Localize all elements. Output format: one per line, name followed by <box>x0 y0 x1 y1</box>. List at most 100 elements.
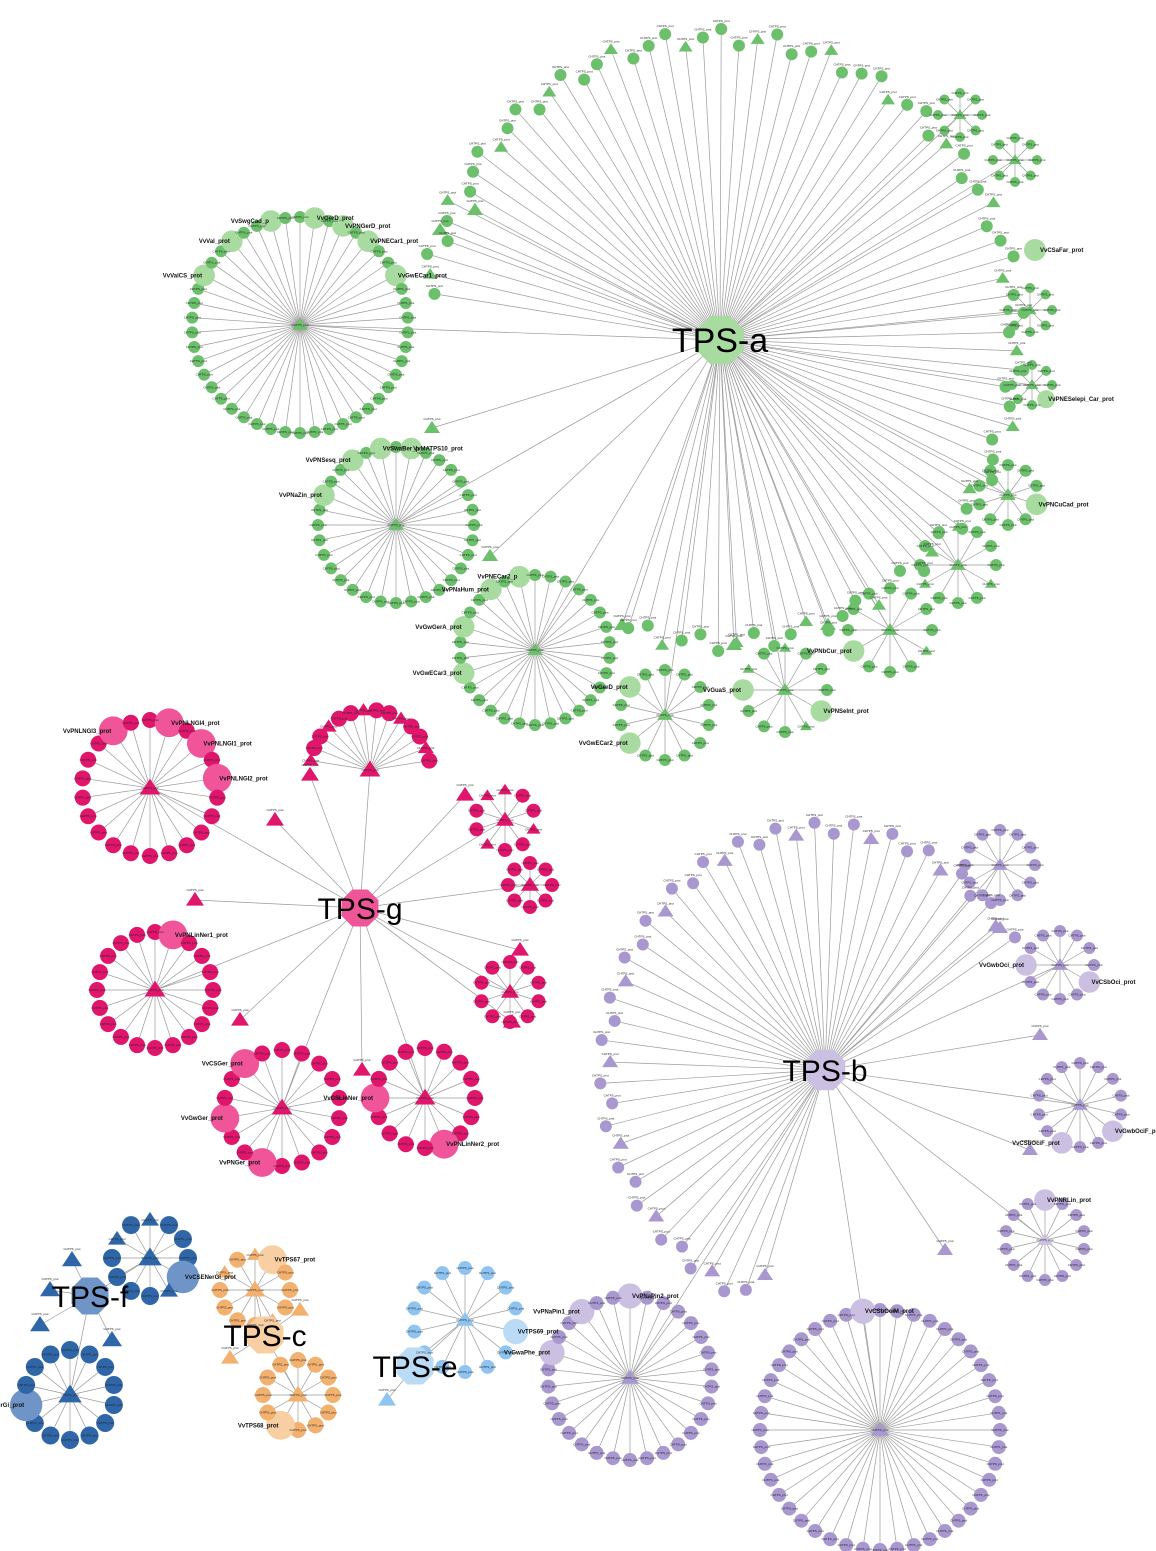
tps-c-node-label: CHTPS_prot <box>221 1346 238 1350</box>
tps-c-node <box>325 1387 341 1403</box>
tps-a-node-label: CHTPS_prot <box>323 566 340 570</box>
tps-g-named-label: VvPNLinNer1_prot <box>175 933 228 939</box>
tps-a-spoke <box>380 448 397 526</box>
tps-g-triangle-node <box>498 783 512 795</box>
tps-b-triangle-node <box>657 904 674 917</box>
tps-a-node-label: CHTPS_prot <box>1022 174 1039 178</box>
tps-g-spoke <box>424 1051 445 1099</box>
tps-a-spoke <box>645 714 666 756</box>
tps-a-node-label: CHTPS_prot <box>613 614 630 618</box>
tps-b-node-label: CHTPS_prot <box>771 1363 788 1367</box>
tps-f-node <box>160 1216 178 1235</box>
tps-a-node-label: CHTPS_prot <box>213 397 230 401</box>
tps-a-node-label: CHTPS_prot <box>323 480 340 484</box>
tps-g-node-label: CHTPS_prot <box>311 1062 328 1066</box>
tps-b-node <box>782 1344 797 1359</box>
tps-g-node <box>474 994 489 1009</box>
tps-g-node-label: CHTPS_prot <box>90 741 107 745</box>
tps-a-node-label: CHTPS_prot <box>598 671 615 675</box>
tps-g-spoke <box>281 1063 320 1109</box>
tps-b-spoke <box>829 1429 881 1540</box>
tps-b-node <box>1007 1209 1020 1222</box>
tps-a-node-label: CHTPS_prot <box>358 451 375 455</box>
tps-g-node-label: CHTPS_prot <box>112 941 129 945</box>
tps-a-spoke <box>395 524 440 591</box>
tps-g-spoke <box>281 1097 340 1109</box>
tps-a-node-label: CHTPS_prot <box>1004 417 1021 421</box>
tps-a-triangle-node <box>494 141 509 152</box>
tps-g-node-label: CHTPS_prot <box>112 1035 129 1039</box>
tps-b-node-label: CHTPS_prot <box>899 841 916 845</box>
tps-g-node-label: CHTPS_prot <box>452 1061 469 1065</box>
tps-a-hub-edge <box>427 253 721 341</box>
tps-a-node-label: CHTPS_prot <box>1028 158 1045 162</box>
tps-a-node-label: CHTPS_prot <box>482 709 499 713</box>
tps-b-node-label: CHTPS_prot <box>703 1367 720 1371</box>
tps-g-spoke <box>154 955 203 991</box>
tps-b-node-label: CHTPS_prot <box>905 1313 922 1317</box>
tps-a-spoke <box>299 225 344 326</box>
tps-g-named-node <box>186 729 216 758</box>
tps-a-node <box>1040 289 1051 300</box>
tps-a-node <box>389 368 402 381</box>
tps-b-node-label: CHTPS_prot <box>845 815 862 819</box>
tps-a-hub-edge <box>719 339 755 634</box>
tps-a-node-label: CHTPS_prot <box>184 316 201 320</box>
tps-g-spoke <box>130 787 151 854</box>
tps-g-hub-edge <box>149 787 361 909</box>
node-layer <box>9 23 1127 1551</box>
tps-b-node-label: CHTPS_prot <box>1090 1141 1107 1145</box>
tps-a-node <box>192 355 205 368</box>
tps-a-node-label: CHTPS_prot <box>582 598 599 602</box>
tps-a-hub-edge <box>719 51 812 341</box>
tps-g-spoke <box>120 942 156 991</box>
tps-g-node-label: CHTPS_prot <box>266 808 283 812</box>
tps-b-node-label: CHTPS_prot <box>972 1493 989 1497</box>
tps-b-hub-edge <box>759 844 826 1071</box>
tps-a-node <box>471 145 484 158</box>
tps-a-node-label: CHTPS_prot <box>471 598 488 602</box>
tps-a-node <box>395 282 408 295</box>
tps-a-hub-edge <box>515 109 721 341</box>
tps-g-node <box>80 808 97 825</box>
tps-g-node-label: CHTPS_prot <box>129 933 146 937</box>
tps-a-node <box>573 583 586 596</box>
tps-g-spoke <box>149 787 188 846</box>
tps-b-node-label: CHTPS_prot <box>1034 992 1051 996</box>
tps-a-node-label: CHTPS_prot <box>397 345 414 349</box>
tps-b-node-label: CHTPS_prot <box>854 1547 871 1551</box>
tps-g-node-label: CHTPS_prot <box>164 1043 181 1047</box>
tps-g-cluster-center <box>414 1088 436 1105</box>
tps-a-node <box>971 591 983 604</box>
tps-b-node <box>963 1501 978 1516</box>
tps-g-node <box>368 702 385 719</box>
tps-g-hub-edge <box>359 884 531 909</box>
tps-a-node <box>1003 305 1013 315</box>
tps-b-named-node <box>1015 954 1037 976</box>
tps-a-spoke <box>534 649 591 701</box>
tps-b-spoke <box>581 1311 631 1379</box>
tps-a-node-label: CHTPS_prot <box>930 596 947 600</box>
tps-g-node <box>203 808 220 825</box>
tps-c-named-label: VvTPS67_prot <box>275 1258 316 1264</box>
tps-a-node-label: CHTPS_prot <box>511 721 528 725</box>
tps-a-node <box>863 587 875 600</box>
tps-a-node <box>600 667 613 680</box>
tps-a-spoke <box>198 324 301 362</box>
tps-b-node <box>1024 876 1037 889</box>
tps-b-node-label: CHTPS_prot <box>793 1337 810 1341</box>
tps-b-hub-edge <box>600 1069 826 1084</box>
tps-g-node <box>223 1071 240 1087</box>
tps-a-node <box>639 668 652 681</box>
tps-b-node <box>763 1373 778 1388</box>
tps-b-node <box>687 877 700 890</box>
tps-a-triangle-node <box>986 196 1001 208</box>
tps-a-node <box>205 381 218 394</box>
tps-b-hub-edge <box>655 1069 826 1217</box>
tps-a-node-label: CHTPS_prot <box>999 463 1016 467</box>
tps-f-triangle-node <box>62 1251 82 1267</box>
tps-a-node-label: CHTPS_prot <box>315 553 332 557</box>
tps-b-spoke <box>879 1320 931 1431</box>
tps-g-node <box>122 714 139 731</box>
tps-b-node-label: CHTPS_prot <box>540 1385 557 1389</box>
